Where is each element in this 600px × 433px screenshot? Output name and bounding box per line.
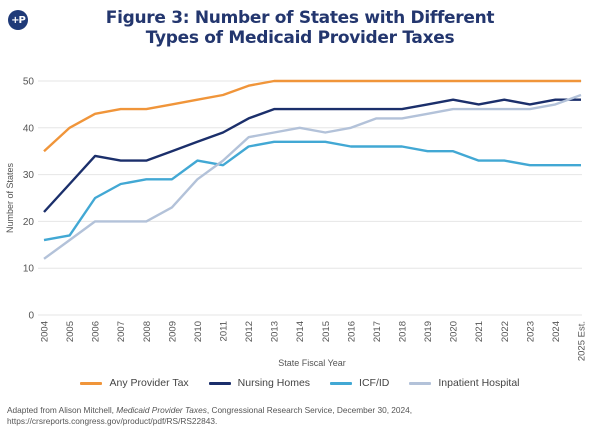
logo-text: +P	[11, 14, 26, 26]
y-tick-label: 20	[23, 217, 35, 228]
legend-item-inpatient-hospital: Inpatient Hospital	[409, 377, 520, 389]
x-axis-ticks: 2004 2005 2006 2007 2008 2009 2010 2011 2012 2013…	[40, 321, 588, 361]
x-tick-label: 2004	[40, 321, 51, 342]
chart-title: Figure 3: Number of States with Differen…	[0, 8, 600, 48]
line-chart: 0 10 20 30 40 50 2004 2005 2006 2007 2008 2009 2010…	[5, 77, 588, 369]
legend-item-icf-id: ICF/ID	[330, 377, 389, 389]
series-lines	[43, 79, 582, 260]
x-tick-label: 2011	[219, 321, 230, 341]
x-tick-label: 2015	[321, 321, 332, 342]
legend-label: Inpatient Hospital	[438, 377, 520, 389]
series-line-inpatient-hospital	[43, 93, 582, 260]
series-line-nursing-homes	[43, 98, 581, 213]
y-tick-label: 50	[23, 77, 35, 88]
x-tick-label: 2010	[193, 321, 204, 342]
legend-item-nursing-homes: Nursing Homes	[208, 377, 311, 389]
x-tick-label: 2009	[167, 321, 178, 342]
x-tick-label: 2019	[423, 321, 434, 342]
x-tick-label: 2014	[295, 321, 306, 342]
y-tick-label: 0	[28, 311, 34, 322]
y-tick-label: 10	[23, 264, 35, 275]
legend-swatch-inpatient-hospital	[409, 381, 432, 385]
series-line-any-provider-tax	[43, 79, 581, 153]
x-tick-label: 2023	[525, 321, 536, 342]
x-tick-label: 2021	[474, 321, 485, 342]
logo-icon: +P	[8, 10, 28, 30]
x-tick-label: 2022	[500, 321, 511, 342]
legend-label: Nursing Homes	[237, 377, 311, 389]
x-tick-label: 2017	[372, 321, 383, 342]
source-suffix: , Congressional Research Service, Decemb…	[7, 405, 413, 426]
x-tick-label: 2008	[142, 321, 153, 342]
legend-item-any-provider-tax: Any Provider Tax	[80, 377, 189, 389]
legend: Any Provider Tax Nursing Homes ICF/ID In…	[0, 377, 600, 389]
gridlines	[38, 80, 582, 316]
source-note: Adapted from Alison Mitchell, Medicaid P…	[7, 405, 587, 427]
y-axis-ticks: 0 10 20 30 40 50	[23, 77, 35, 322]
x-tick-label: 2006	[91, 321, 102, 342]
x-tick-label: 2020	[449, 321, 460, 342]
legend-label: Any Provider Tax	[109, 377, 189, 389]
x-tick-label: 2018	[398, 321, 409, 342]
source-prefix: Adapted from Alison Mitchell,	[7, 405, 117, 415]
y-tick-label: 40	[23, 123, 35, 134]
legend-swatch-any-provider-tax	[80, 381, 103, 385]
source-title: Medicaid Provider Taxes	[116, 405, 207, 415]
x-tick-label: 2012	[244, 321, 255, 342]
x-axis-label: State Fiscal Year	[278, 358, 346, 368]
chart-title-line-2: Types of Medicaid Provider Taxes	[145, 28, 455, 48]
x-tick-label: 2024	[551, 321, 562, 342]
chart-title-line-1: Figure 3: Number of States with Differen…	[105, 8, 495, 28]
y-axis-label: Number of States	[5, 162, 15, 233]
y-tick-label: 30	[23, 170, 35, 181]
x-tick-label: 2013	[270, 321, 281, 342]
x-tick-label: 2007	[116, 321, 127, 342]
x-tick-label: 2005	[65, 321, 76, 342]
legend-swatch-icf-id	[330, 381, 353, 385]
legend-label: ICF/ID	[359, 377, 390, 389]
x-tick-label: 2016	[346, 321, 357, 342]
series-line-icf-id	[43, 140, 581, 242]
x-tick-label: 2025 Est.	[577, 321, 588, 361]
legend-swatch-nursing-homes	[208, 381, 231, 385]
